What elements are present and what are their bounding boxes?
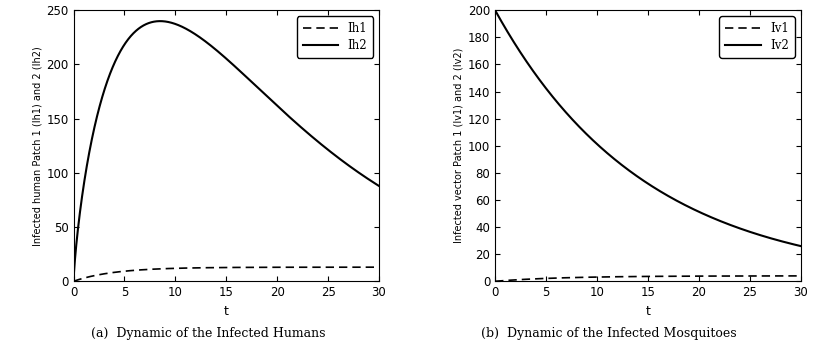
Line: Iv1: Iv1 [495, 276, 801, 281]
Line: Iv2: Iv2 [495, 10, 801, 246]
Ih2 [374, 184, 384, 188]
Iv1 [490, 279, 500, 283]
Ih1 [365, 265, 375, 269]
Ih2 [209, 46, 219, 50]
Iv1 [730, 274, 740, 278]
Iv1 [639, 274, 649, 279]
Y-axis label: Infected vector Patch 1 (Iv1) and 2 (Iv2): Infected vector Patch 1 (Iv1) and 2 (Iv2… [453, 48, 464, 244]
Iv1 [787, 274, 797, 278]
Legend: Ih1, Ih2: Ih1, Ih2 [297, 16, 373, 58]
Iv1 [506, 278, 516, 282]
Ih2 [155, 19, 165, 23]
Iv2 [787, 242, 797, 246]
Ih1 [84, 275, 94, 279]
Ih2 [69, 279, 78, 283]
Iv2 [506, 35, 516, 39]
Ih2 [365, 178, 375, 182]
X-axis label: t: t [224, 305, 229, 318]
Iv2 [796, 244, 806, 248]
Legend: Iv1, Iv2: Iv1, Iv2 [719, 16, 795, 58]
Iv1 [787, 274, 797, 278]
Iv2 [631, 173, 641, 177]
Ih1 [209, 265, 219, 270]
Line: Ih2: Ih2 [74, 21, 379, 281]
Ih1 [365, 265, 375, 269]
Ih1 [374, 265, 384, 269]
Text: (b)  Dynamic of the Infected Mosquitoes: (b) Dynamic of the Infected Mosquitoes [481, 327, 736, 340]
Y-axis label: Infected human Patch 1 (Ih1) and 2 (Ih2): Infected human Patch 1 (Ih1) and 2 (Ih2) [32, 46, 42, 246]
Ih2 [310, 137, 319, 141]
Iv1 [631, 274, 641, 279]
Line: Ih1: Ih1 [74, 267, 379, 281]
Iv2 [490, 8, 500, 12]
Ih1 [69, 279, 78, 283]
Ih1 [309, 265, 319, 269]
Ih2 [365, 178, 375, 182]
Text: (a)  Dynamic of the Infected Humans: (a) Dynamic of the Infected Humans [91, 327, 326, 340]
Ih1 [217, 265, 227, 270]
Ih2 [217, 53, 227, 57]
Ih2 [84, 151, 94, 155]
Iv1 [796, 274, 806, 278]
Iv2 [787, 242, 797, 246]
X-axis label: t: t [645, 305, 650, 318]
Iv2 [730, 225, 740, 229]
Iv2 [639, 179, 649, 183]
